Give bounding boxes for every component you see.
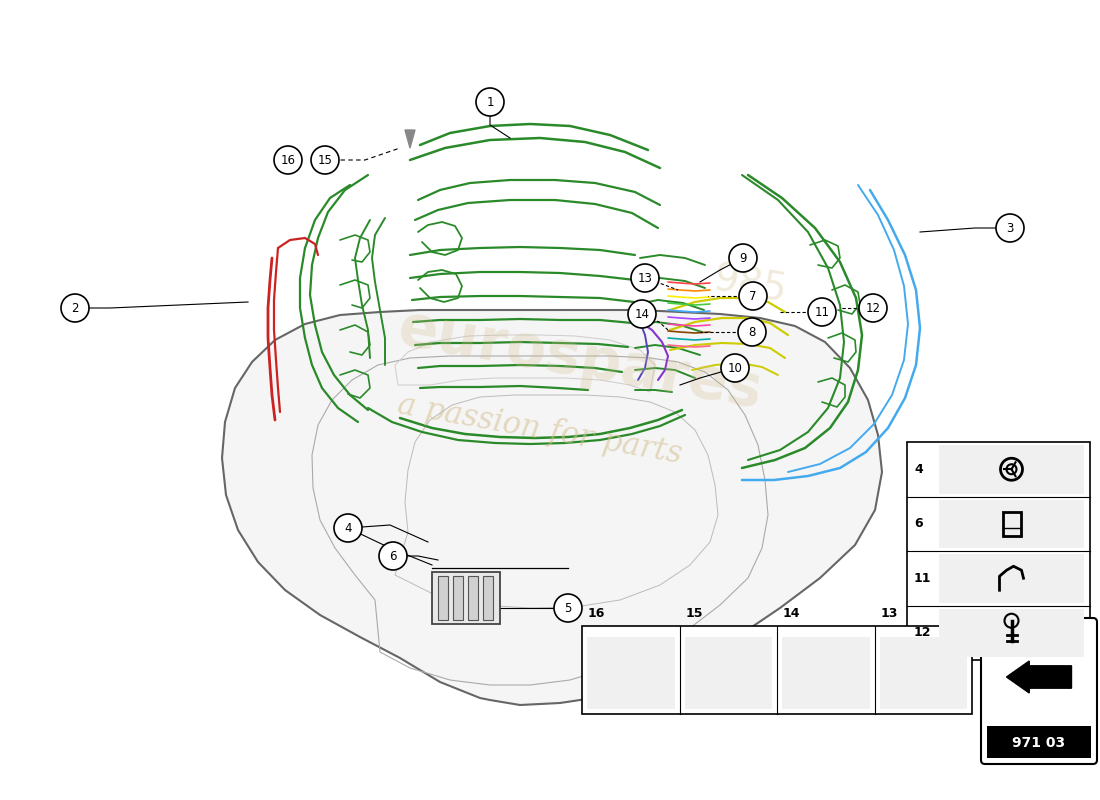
Text: 971 03: 971 03 [1012,736,1066,750]
Text: 14: 14 [783,607,801,620]
Bar [987,726,1091,758]
Circle shape [739,282,767,310]
Text: 6: 6 [389,550,397,562]
Text: 15: 15 [318,154,332,166]
Bar [880,637,967,709]
Text: 14: 14 [635,307,649,321]
Text: 13: 13 [880,607,898,620]
Text: eurospares: eurospares [394,300,767,420]
Text: 16: 16 [588,607,605,620]
Circle shape [738,318,766,346]
Bar [453,576,463,620]
Text: 4: 4 [344,522,352,534]
Polygon shape [222,310,882,705]
Text: 16: 16 [280,154,296,166]
Circle shape [859,294,887,322]
Text: 6: 6 [914,518,923,530]
Text: 4: 4 [914,462,923,476]
Text: 13: 13 [638,271,652,285]
Text: a passion for parts: a passion for parts [395,390,684,470]
Bar [468,576,478,620]
Circle shape [334,514,362,542]
Polygon shape [1006,661,1071,693]
Bar [432,572,500,624]
Bar [483,576,493,620]
Bar [582,626,972,714]
Circle shape [311,146,339,174]
Bar [908,442,1090,660]
Circle shape [720,354,749,382]
Circle shape [274,146,302,174]
Text: 5: 5 [564,602,572,614]
Bar [782,637,869,709]
Bar [939,445,1084,494]
Text: 11: 11 [814,306,829,318]
Circle shape [476,88,504,116]
FancyBboxPatch shape [981,618,1097,764]
Bar [939,554,1084,602]
Circle shape [554,594,582,622]
Text: 10: 10 [727,362,742,374]
Text: 3: 3 [1006,222,1014,234]
Bar [438,576,448,620]
Bar [939,609,1084,657]
Text: 15: 15 [685,607,703,620]
Circle shape [729,244,757,272]
Circle shape [60,294,89,322]
Bar [684,637,772,709]
Text: 12: 12 [914,626,932,639]
Text: 7: 7 [749,290,757,302]
Text: 12: 12 [866,302,880,314]
Circle shape [996,214,1024,242]
Text: 1: 1 [486,95,494,109]
Text: 9: 9 [739,251,747,265]
Text: 2: 2 [72,302,79,314]
Text: 11: 11 [914,572,932,585]
Polygon shape [405,130,415,148]
Circle shape [628,300,656,328]
Bar [587,637,674,709]
Circle shape [631,264,659,292]
Circle shape [379,542,407,570]
Text: 8: 8 [748,326,756,338]
Circle shape [808,298,836,326]
Text: 985: 985 [711,260,790,310]
Bar [939,499,1084,548]
Bar [1002,512,1021,536]
